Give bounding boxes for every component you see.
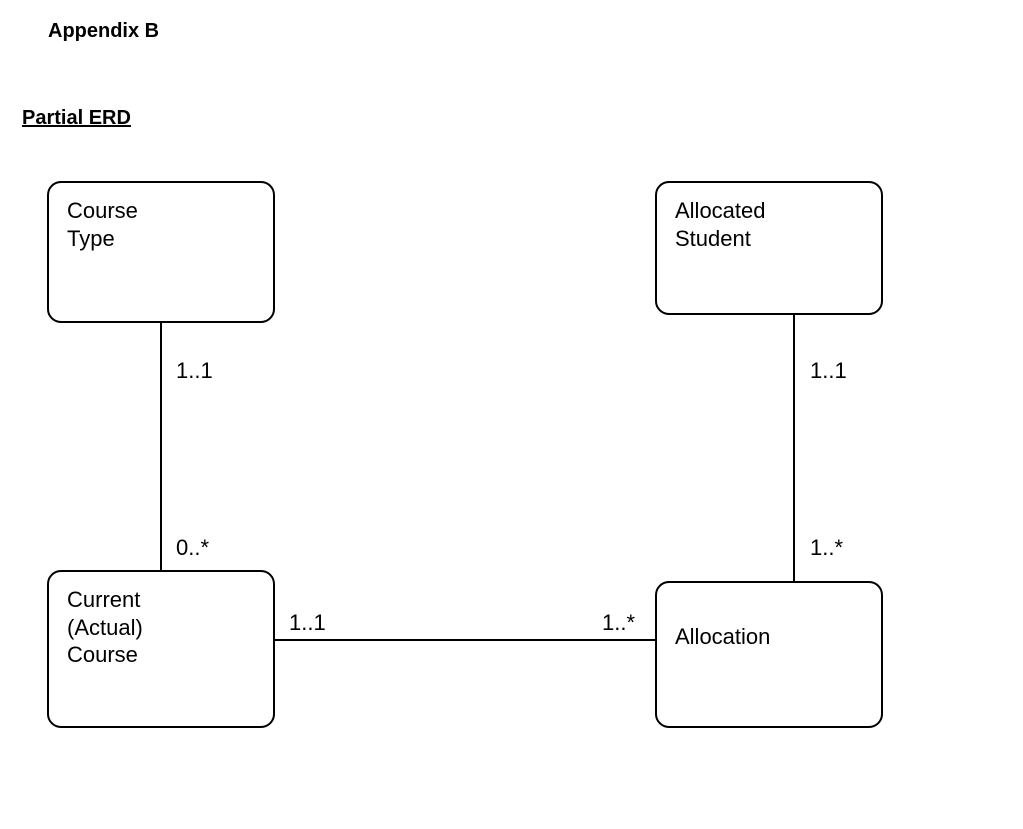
edge-allocated-allocation-card-from: 1..1: [810, 358, 847, 384]
entity-course-type: CourseType: [47, 181, 275, 323]
edge-current-allocation: [275, 639, 655, 641]
partial-erd-subheading: Partial ERD: [22, 107, 131, 130]
edge-allocated-allocation: [793, 315, 795, 581]
edge-allocated-allocation-card-to: 1..*: [810, 535, 843, 561]
entity-allocated-student: AllocatedStudent: [655, 181, 883, 315]
edge-coursetype-current-card-from: 1..1: [176, 358, 213, 384]
entity-allocation-label: Allocation: [675, 623, 770, 651]
entity-allocated-student-label: AllocatedStudent: [675, 197, 766, 252]
edge-current-allocation-card-from: 1..1: [289, 610, 326, 636]
edge-coursetype-current: [160, 323, 162, 570]
entity-allocation: Allocation: [655, 581, 883, 728]
entity-current-course: Current(Actual)Course: [47, 570, 275, 728]
entity-course-type-label: CourseType: [67, 197, 138, 252]
appendix-heading: Appendix B: [48, 20, 159, 43]
edge-coursetype-current-card-to: 0..*: [176, 535, 209, 561]
entity-current-course-label: Current(Actual)Course: [67, 586, 143, 669]
edge-current-allocation-card-to: 1..*: [602, 610, 635, 636]
